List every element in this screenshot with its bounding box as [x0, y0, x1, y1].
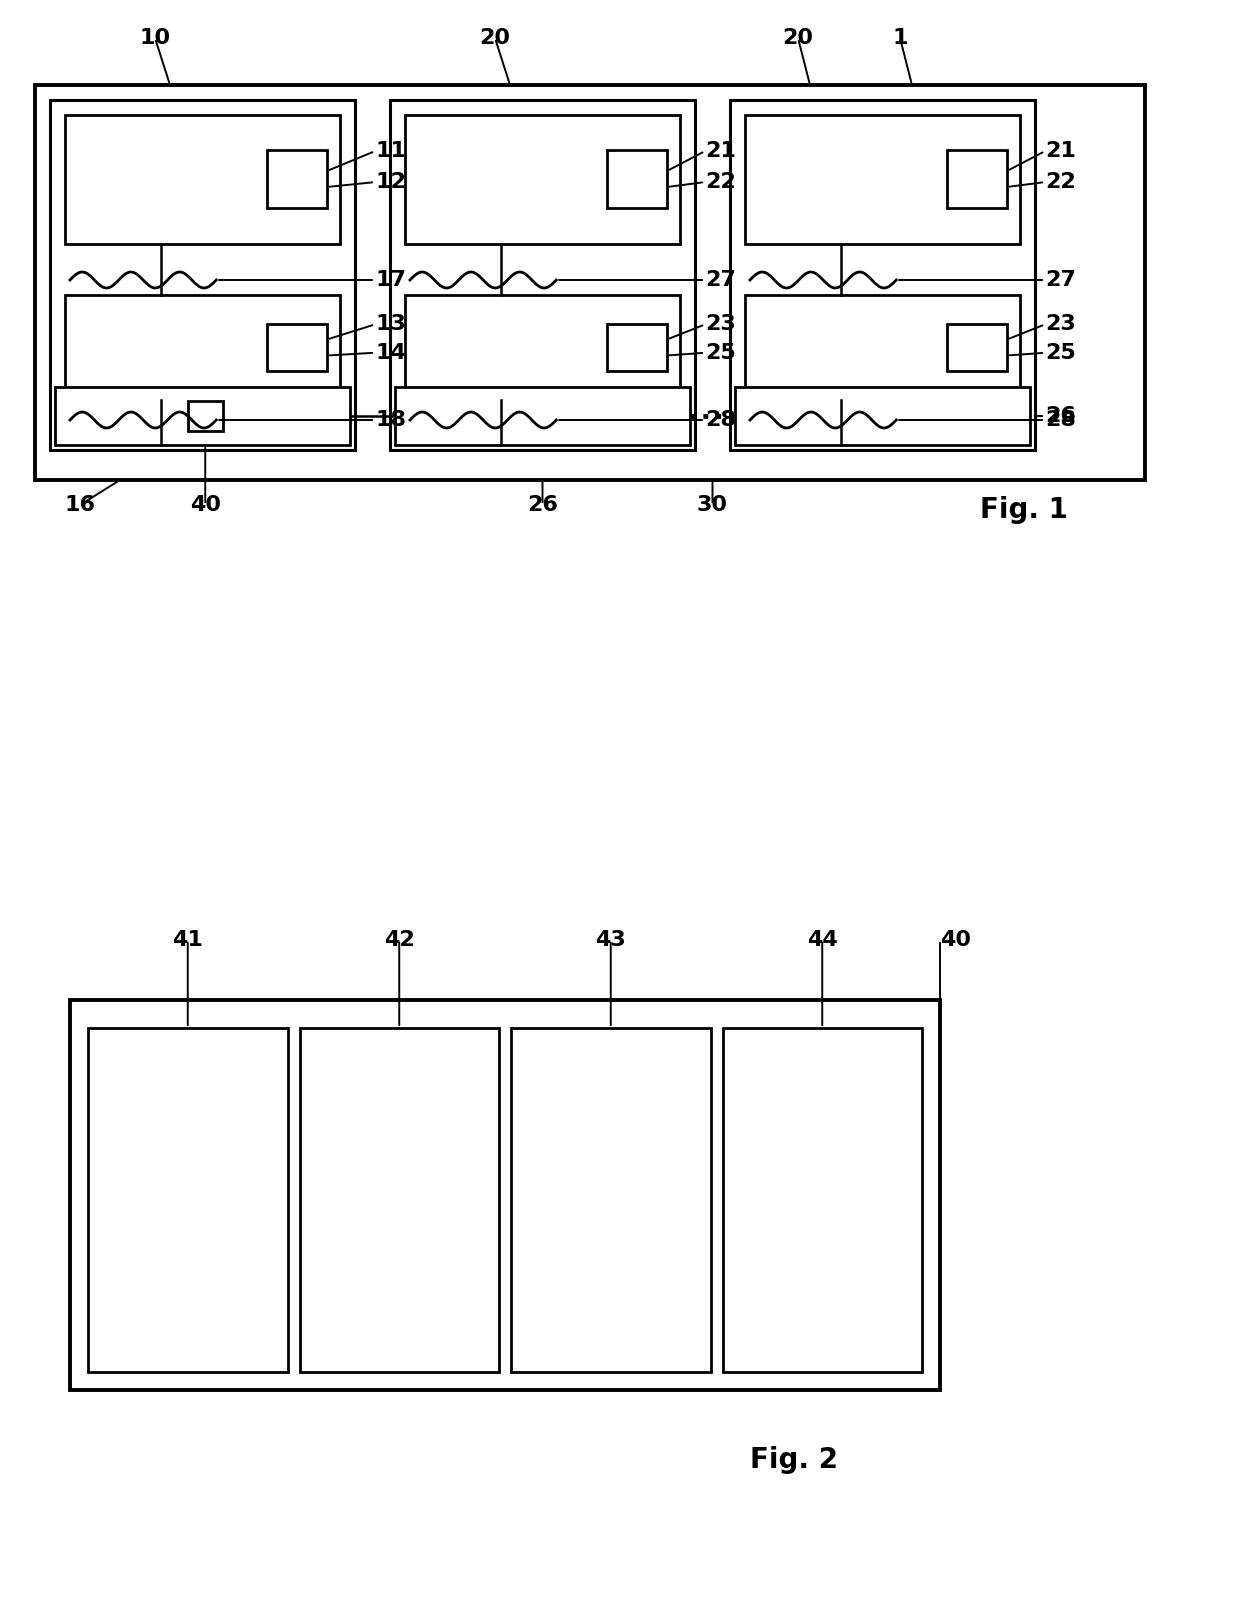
Text: 13: 13	[374, 315, 405, 335]
Bar	[55, 386, 350, 444]
Text: 23: 23	[1045, 315, 1076, 335]
Text: 28: 28	[1045, 410, 1076, 430]
Text: 21: 21	[1045, 141, 1076, 162]
Text: 25: 25	[1045, 343, 1076, 362]
Text: Fig. 2: Fig. 2	[750, 1446, 838, 1474]
Bar	[396, 386, 689, 444]
Text: 42: 42	[384, 929, 414, 950]
Text: 27: 27	[706, 270, 735, 289]
Text: 27: 27	[1045, 270, 1076, 289]
Text: 20: 20	[480, 27, 511, 48]
Text: 20: 20	[782, 27, 813, 48]
Text: 28: 28	[706, 410, 735, 430]
Text: 16: 16	[64, 494, 95, 516]
Bar	[511, 1028, 711, 1372]
Text: 11: 11	[374, 141, 405, 162]
Bar	[608, 323, 667, 372]
Text: 26: 26	[1045, 406, 1076, 427]
Bar	[88, 1028, 288, 1372]
Bar	[267, 323, 327, 372]
Bar	[69, 1000, 940, 1390]
Bar	[267, 150, 327, 208]
Text: 26: 26	[527, 494, 558, 516]
Text: 43: 43	[595, 929, 626, 950]
Bar	[723, 1028, 923, 1372]
Text: Fig. 1: Fig. 1	[980, 496, 1068, 524]
Text: 18: 18	[374, 410, 405, 430]
Bar	[608, 150, 667, 208]
Bar	[300, 1028, 498, 1372]
Bar	[35, 86, 1145, 480]
Text: 17: 17	[374, 270, 405, 289]
Text: 30: 30	[697, 494, 728, 516]
Text: 12: 12	[374, 171, 405, 192]
Text: 40: 40	[190, 494, 221, 516]
Bar	[947, 150, 1007, 208]
Bar	[730, 100, 1035, 449]
Bar	[745, 115, 1021, 244]
Text: 22: 22	[706, 171, 735, 192]
Text: 1: 1	[893, 27, 908, 48]
Bar	[745, 296, 1021, 401]
Text: 22: 22	[1045, 171, 1076, 192]
Bar	[64, 115, 340, 244]
Text: 41: 41	[172, 929, 203, 950]
Bar	[947, 323, 1007, 372]
Text: 25: 25	[706, 343, 735, 362]
Text: 14: 14	[374, 343, 405, 362]
Text: 44: 44	[807, 929, 838, 950]
Bar	[735, 386, 1030, 444]
Text: 23: 23	[706, 315, 735, 335]
Text: 10: 10	[139, 27, 171, 48]
Text: 40: 40	[940, 929, 971, 950]
Bar	[50, 100, 355, 449]
Bar	[187, 401, 223, 431]
Bar	[391, 100, 694, 449]
Bar	[405, 296, 680, 401]
Bar	[405, 115, 680, 244]
Bar	[64, 296, 340, 401]
Text: 21: 21	[706, 141, 735, 162]
